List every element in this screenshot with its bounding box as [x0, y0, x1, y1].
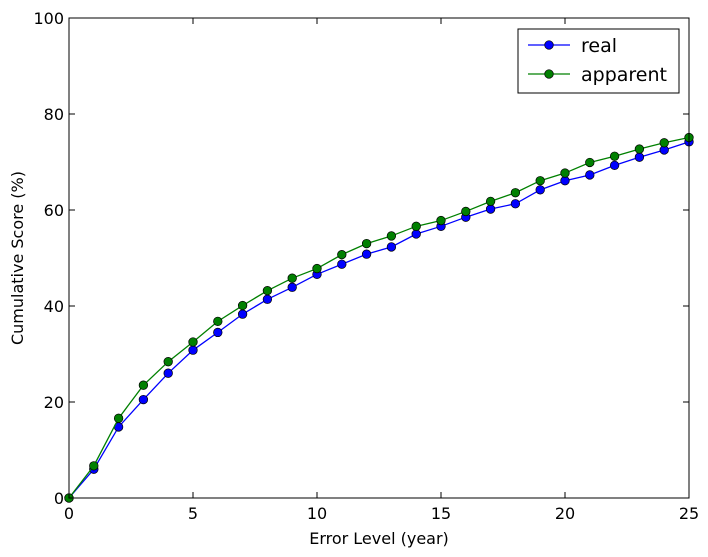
- data-point-real: [188, 345, 198, 355]
- x-tick-label: 15: [431, 504, 451, 523]
- data-point-real: [535, 185, 545, 195]
- legend-marker: [544, 40, 554, 50]
- y-tick-label: 0: [54, 489, 64, 508]
- data-point-apparent: [163, 357, 173, 367]
- data-point-real: [585, 170, 595, 180]
- y-tick-label: 40: [44, 297, 64, 316]
- legend-item-real: real: [528, 35, 617, 57]
- series-line-apparent: [68, 136, 690, 499]
- y-tick-label: 80: [44, 105, 64, 124]
- data-point-real: [634, 152, 645, 162]
- data-point-real: [485, 204, 496, 214]
- x-axis-label: Error Level (year): [309, 529, 449, 548]
- data-point-apparent: [138, 380, 149, 390]
- x-tick-label: 20: [555, 504, 575, 523]
- legend-marker: [544, 69, 554, 79]
- x-tick-label: 5: [188, 504, 198, 523]
- data-point-apparent: [262, 285, 273, 296]
- data-point-real: [138, 394, 149, 405]
- data-point-real: [411, 229, 421, 239]
- data-point-apparent: [213, 316, 223, 327]
- data-point-apparent: [312, 263, 322, 274]
- data-point-apparent: [89, 461, 99, 471]
- data-point-apparent: [659, 138, 669, 148]
- data-point-apparent: [535, 176, 545, 186]
- data-point-real: [237, 309, 248, 319]
- x-tick-label: 0: [64, 504, 74, 523]
- data-point-apparent: [585, 157, 595, 168]
- y-axis-label: Cumulative Score (%): [8, 171, 27, 345]
- data-point-apparent: [609, 151, 620, 161]
- data-point-apparent: [287, 273, 297, 283]
- data-point-real: [609, 160, 620, 171]
- y-tick-label: 20: [44, 393, 64, 412]
- series-layer: [64, 132, 694, 503]
- data-point-apparent: [411, 221, 421, 231]
- series-real: [64, 137, 694, 503]
- data-point-real: [510, 199, 521, 209]
- data-point-apparent: [361, 238, 372, 249]
- data-point-real: [287, 282, 297, 292]
- legend-label: real: [581, 35, 617, 57]
- legend-label: apparent: [581, 64, 667, 86]
- x-tick-label: 10: [307, 504, 327, 523]
- y-tick-label: 60: [44, 201, 64, 220]
- y-tick-label: 100: [33, 9, 64, 28]
- data-point-apparent: [485, 196, 496, 207]
- data-point-apparent: [237, 300, 248, 311]
- data-point-apparent: [560, 168, 570, 178]
- legend-frame: [517, 28, 680, 94]
- data-point-apparent: [461, 206, 471, 217]
- ticks-layer: [68, 17, 690, 499]
- data-point-apparent: [510, 188, 521, 198]
- data-point-real: [163, 368, 173, 378]
- data-point-apparent: [436, 215, 446, 226]
- data-point-real: [560, 176, 570, 186]
- data-point-apparent: [188, 337, 198, 347]
- data-point-apparent: [337, 249, 347, 260]
- data-point-apparent: [634, 144, 645, 154]
- series-apparent: [64, 132, 694, 503]
- data-point-apparent: [386, 231, 397, 241]
- legend-item-apparent: apparent: [528, 64, 667, 86]
- plot-frame: [68, 17, 690, 499]
- data-point-real: [262, 294, 273, 304]
- data-point-apparent: [113, 413, 124, 423]
- legend: real apparent: [517, 28, 680, 94]
- x-tick-label: 25: [679, 504, 699, 523]
- data-point-real: [386, 242, 397, 252]
- data-point-real: [213, 327, 223, 338]
- tick-labels-layer: 0 5 10 15 20 25 0 20 40 60 80 100: [33, 9, 699, 523]
- data-point-real: [337, 259, 347, 269]
- series-line-real: [68, 141, 690, 499]
- data-point-real: [361, 249, 372, 259]
